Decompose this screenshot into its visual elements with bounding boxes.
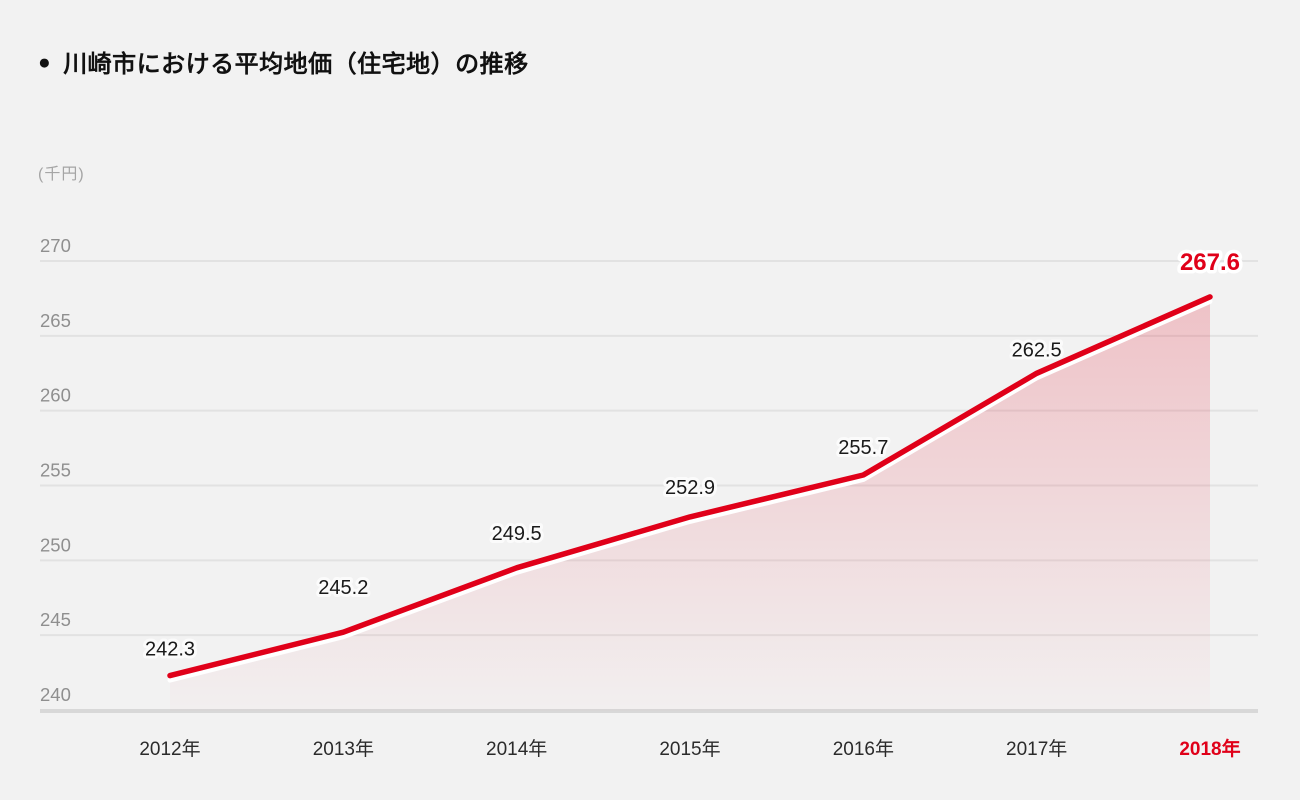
y-tick-label: 245	[40, 609, 71, 630]
y-tick-label: 265	[40, 310, 71, 331]
y-tick-label: 255	[40, 460, 71, 481]
x-tick-label-highlight: 2018年	[1179, 737, 1240, 760]
data-line	[167, 294, 1213, 679]
x-tick-label: 2013年	[313, 738, 374, 760]
line-shadow	[167, 298, 1213, 683]
x-tick-label: 2016年	[833, 738, 894, 760]
data-label: 245.2	[318, 577, 368, 599]
data-label-highlight: 267.6	[1180, 249, 1240, 276]
data-label: 255.7	[838, 437, 888, 459]
y-axis-unit-label: (千円)	[38, 166, 85, 183]
area-fill	[170, 296, 1210, 711]
data-label: 252.9	[665, 477, 715, 499]
y-tick-label: 260	[40, 385, 71, 406]
page-title: ● 川崎市における平均地価（住宅地）の推移	[38, 44, 529, 79]
x-tick-label: 2012年	[139, 738, 200, 760]
data-label: 262.5	[1012, 339, 1062, 361]
y-tick-label: 270	[40, 235, 71, 256]
x-tick-label: 2015年	[659, 738, 720, 760]
title-text: 川崎市における平均地価（住宅地）の推移	[63, 51, 529, 78]
data-label: 249.5	[492, 523, 542, 545]
title-bullet-icon: ●	[38, 51, 52, 74]
x-tick-label: 2017年	[1006, 738, 1067, 760]
y-tick-label: 250	[40, 534, 71, 555]
y-tick-label: 240	[40, 684, 71, 705]
data-label: 242.3	[145, 639, 195, 661]
x-tick-label: 2014年	[486, 738, 547, 760]
